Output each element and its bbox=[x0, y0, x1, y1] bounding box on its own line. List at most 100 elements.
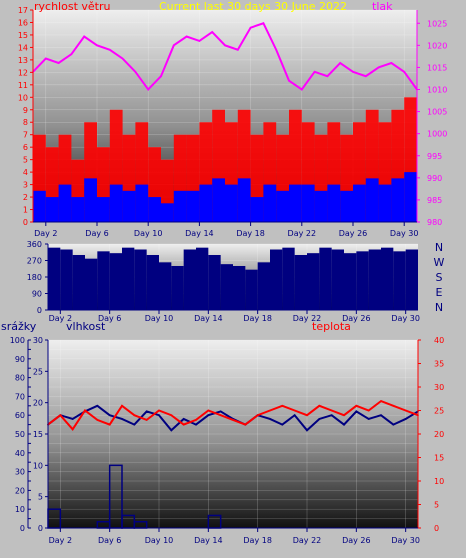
wind-direction-bar bbox=[368, 249, 381, 310]
wind-gust-bar bbox=[404, 172, 417, 222]
humidity-tick-label: 5 bbox=[38, 493, 43, 502]
pressure-tick-label: 1015 bbox=[427, 63, 447, 72]
temperature-tick-label: 0 bbox=[434, 524, 439, 533]
temperature-point bbox=[84, 409, 86, 412]
x-tick-label: Day 6 bbox=[98, 314, 121, 323]
wind-speed-tick-label: 8 bbox=[23, 118, 28, 127]
temperature-tick-label: 15 bbox=[434, 454, 444, 463]
compass-label: E bbox=[436, 286, 443, 299]
humidity-point bbox=[293, 414, 296, 417]
wind-speed-axis-title: rychlost větru bbox=[34, 0, 110, 13]
x-tick-label: Day 30 bbox=[391, 314, 420, 323]
wind-gust-bar bbox=[225, 184, 238, 222]
pressure-tick-label: 1020 bbox=[427, 41, 447, 50]
humidity-tick-label: 15 bbox=[33, 430, 43, 439]
precip-tick-label: 50 bbox=[15, 430, 25, 439]
wind-gust-series bbox=[33, 172, 417, 222]
pressure-point bbox=[211, 31, 213, 33]
wind-direction-bar bbox=[60, 249, 73, 310]
temperature-tick-label: 20 bbox=[434, 430, 444, 439]
temperature-point bbox=[71, 428, 74, 431]
wind-gust-bar bbox=[327, 184, 341, 222]
pressure-point bbox=[198, 40, 201, 42]
humidity-point bbox=[306, 429, 308, 432]
x-tick-label: Day 14 bbox=[194, 314, 223, 323]
temperature-tick-label: 40 bbox=[434, 336, 444, 345]
temperature-point bbox=[133, 414, 136, 417]
temperature-tick-label: 5 bbox=[434, 501, 439, 510]
precip-tick-label: 90 bbox=[15, 355, 25, 364]
direction-tick-label: 0 bbox=[37, 306, 42, 315]
wind-speed-tick-label: 0 bbox=[23, 218, 28, 227]
pressure-point bbox=[160, 75, 162, 78]
wind-direction-bar bbox=[307, 253, 320, 310]
temperature-point bbox=[195, 419, 197, 421]
pressure-tick-label: 1010 bbox=[427, 86, 447, 95]
humidity-tick-label: 0 bbox=[38, 524, 43, 533]
temperature-point bbox=[380, 400, 382, 402]
wind-pressure-axes: 0123456789101112131415161798098599099510… bbox=[18, 6, 448, 238]
precip-tick-label: 30 bbox=[15, 468, 25, 477]
precip-tick-label: 0 bbox=[20, 524, 25, 533]
temperature-point bbox=[121, 405, 123, 407]
pressure-tick-label: 1005 bbox=[427, 108, 447, 117]
temperature-point bbox=[244, 423, 247, 426]
humidity-point bbox=[404, 418, 407, 420]
wind-speed-tick-label: 13 bbox=[18, 56, 28, 65]
wind-gust-bar bbox=[109, 184, 123, 222]
temperature-point bbox=[343, 414, 345, 417]
wind-gust-bar bbox=[161, 203, 174, 222]
temperature-point bbox=[330, 409, 333, 412]
humidity-point bbox=[96, 405, 99, 407]
humidity-point bbox=[367, 418, 370, 420]
wind-gust-bar bbox=[340, 190, 353, 222]
humidity-point bbox=[219, 410, 222, 413]
wind-speed-tick-label: 17 bbox=[18, 6, 28, 15]
x-tick-label: Day 26 bbox=[342, 536, 371, 545]
pressure-series bbox=[32, 22, 418, 92]
wind-speed-tick-label: 7 bbox=[23, 131, 28, 140]
humidity-point bbox=[380, 414, 382, 417]
pressure-point bbox=[173, 44, 175, 47]
wind-direction-bar bbox=[48, 247, 61, 310]
temperature-point bbox=[219, 414, 222, 417]
humidity-point bbox=[71, 418, 74, 420]
wind-speed-tick-label: 9 bbox=[23, 106, 28, 115]
wind-gust-bar bbox=[71, 197, 85, 222]
compass-label: S bbox=[436, 271, 443, 284]
wind-speed-tick-label: 1 bbox=[23, 206, 28, 215]
chart-title: Current last 30 days 30 June 2022 bbox=[159, 0, 347, 13]
temperature-point bbox=[404, 409, 407, 412]
temperature-point bbox=[158, 409, 160, 412]
x-tick-label: Day 22 bbox=[293, 314, 322, 323]
temperature-point bbox=[392, 405, 395, 407]
wind-direction-bar bbox=[331, 249, 344, 310]
humidity-point bbox=[355, 410, 358, 413]
pressure-point bbox=[83, 35, 85, 38]
temperature-point bbox=[281, 405, 284, 407]
pressure-point bbox=[339, 62, 342, 64]
wind-speed-tick-label: 2 bbox=[23, 193, 28, 202]
humidity-tick-label: 30 bbox=[33, 336, 43, 345]
humidity-point bbox=[392, 423, 395, 426]
humidity-temp-axes: 0 10 20 30 40 50 60 70 80 90 100 0 5 10 15 20 25 30 0 5 10 15… bbox=[10, 336, 444, 545]
pressure-point bbox=[57, 62, 60, 64]
temperature-point bbox=[355, 405, 358, 407]
wind-direction-axes: 0 90 180 270 360 Day 2 Day 6 Day 10 Day 14 Day 18… bbox=[27, 240, 420, 323]
wind-direction-bar bbox=[85, 258, 98, 310]
wind-direction-bar bbox=[208, 255, 221, 310]
wind-gust-bar bbox=[97, 197, 110, 222]
wind-direction-bar bbox=[393, 251, 406, 310]
pressure-tick-label: 1000 bbox=[427, 130, 447, 139]
pressure-tick-label: 1025 bbox=[427, 19, 447, 28]
x-tick-label: Day 26 bbox=[342, 314, 371, 323]
humidity-point bbox=[121, 418, 123, 420]
humidity-point bbox=[330, 414, 333, 417]
humidity-temp-gridlines bbox=[48, 339, 418, 529]
pressure-tick-label: 980 bbox=[427, 218, 442, 227]
wind-gust-bar bbox=[45, 197, 59, 222]
humidity-tick-label: 20 bbox=[33, 399, 43, 408]
wind-gust-bar bbox=[276, 190, 289, 222]
x-tick-label: Day 10 bbox=[134, 229, 163, 238]
